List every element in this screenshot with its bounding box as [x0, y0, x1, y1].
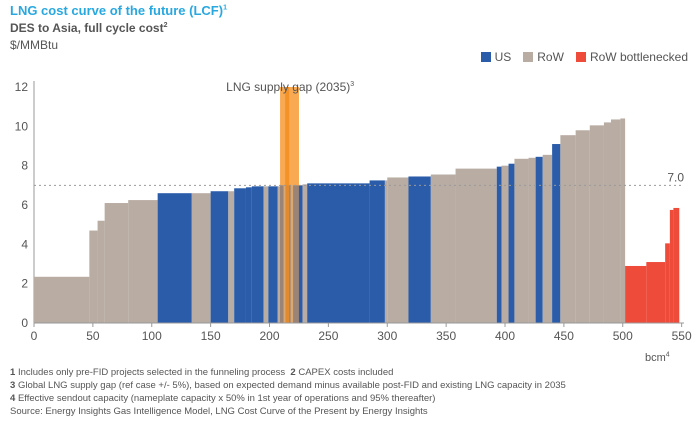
reference-line-label: 7.0 [667, 170, 684, 184]
x-tick-label: 0 [31, 329, 38, 343]
y-tick-label: 12 [15, 80, 29, 94]
bar-us [251, 186, 264, 323]
y-tick-label: 8 [21, 159, 28, 173]
bar-row [560, 135, 576, 323]
bar-row-bottlenecked [665, 243, 670, 323]
bar-row-bottlenecked [625, 265, 647, 323]
y-tick-label: 0 [21, 316, 28, 330]
footnote-4: 4 Effective sendout capacity (nameplate … [10, 393, 436, 404]
bar-row [277, 186, 281, 323]
bar-row [610, 119, 621, 323]
legend-label-us: US [494, 50, 512, 64]
bar-row [430, 174, 456, 323]
supply-gap-label: LNG supply gap (2035)3 [226, 80, 354, 94]
bar-us [157, 193, 192, 323]
x-tick-label: 400 [495, 329, 515, 343]
legend: US RoW RoW bottlenecked [480, 50, 688, 64]
bar-row [514, 158, 529, 323]
legend-swatch-row-bottlenecked [575, 52, 586, 62]
x-tick-label: 100 [142, 329, 162, 343]
bar-row [34, 276, 90, 323]
x-tick-label: 350 [436, 329, 456, 343]
legend-label-row-bottlenecked: RoW bottlenecked [589, 50, 688, 64]
x-tick-label: 550 [672, 329, 692, 343]
bar-row [528, 157, 536, 323]
legend-item-us: US [480, 50, 512, 64]
y-tick-label: 10 [15, 119, 29, 133]
footnotes: 1 Includes only pre-FID projects selecte… [10, 366, 566, 418]
footnote-1-2: 1 Includes only pre-FID projects selecte… [10, 367, 394, 378]
source-note: Source: Energy Insights Gas Intelligence… [10, 406, 428, 417]
supply-gap-overlay [280, 87, 299, 323]
y-axis-unit-label: $/MMBtu [10, 38, 59, 52]
bar-row-bottlenecked [669, 209, 674, 323]
bar-row [302, 184, 308, 323]
chart-title: LNG cost curve of the future (LCF)1 [10, 3, 227, 18]
bar-us [508, 163, 515, 323]
bar-row [620, 118, 626, 323]
bar-us [245, 187, 252, 323]
y-tick-label: 6 [21, 198, 28, 212]
x-tick-label: 300 [377, 329, 397, 343]
supply-gap-center-line [285, 87, 290, 323]
bar-row [89, 230, 98, 323]
bar-row [387, 177, 409, 323]
bar-row [104, 203, 129, 323]
legend-item-row: RoW [523, 50, 564, 64]
bar-row [589, 125, 604, 323]
bar-us [535, 156, 543, 323]
y-tick-label: 2 [21, 277, 28, 291]
bar-row [128, 200, 158, 323]
bar-us [408, 176, 431, 323]
legend-item-row-bottlenecked: RoW bottlenecked [575, 50, 688, 64]
y-tick-label: 4 [21, 237, 28, 251]
bar-row [384, 180, 388, 323]
chart-subtitle: DES to Asia, full cycle cost2 [10, 21, 168, 35]
bar-row [501, 165, 509, 323]
legend-label-row: RoW [537, 50, 564, 64]
bar-us [234, 188, 246, 323]
bar-us [496, 166, 502, 323]
footnote-3: 3 Global LNG supply gap (ref case +/- 5%… [10, 380, 566, 391]
x-tick-label: 500 [613, 329, 633, 343]
bar-us [552, 144, 561, 323]
bar-us [210, 191, 229, 323]
bar-row [228, 191, 235, 323]
bar-row [263, 186, 269, 323]
bar-row [191, 193, 211, 323]
bar-row-bottlenecked [673, 207, 680, 323]
bar-row [575, 130, 590, 323]
x-tick-label: 250 [318, 329, 338, 343]
x-tick-label: 50 [86, 329, 100, 343]
bar-us [268, 186, 278, 323]
bar-row [455, 168, 497, 323]
x-tick-label: 450 [554, 329, 574, 343]
bar-row [97, 220, 105, 323]
x-tick-label: 200 [259, 329, 279, 343]
bar-row [542, 154, 553, 323]
x-tick-label: 150 [201, 329, 221, 343]
bar-row-bottlenecked [646, 262, 666, 323]
x-axis-unit-label: bcm4 [645, 351, 670, 364]
legend-swatch-row [523, 52, 534, 62]
bar-row [603, 122, 611, 324]
bar-us [369, 180, 385, 323]
legend-swatch-us [480, 52, 491, 62]
bar-us [307, 183, 370, 323]
